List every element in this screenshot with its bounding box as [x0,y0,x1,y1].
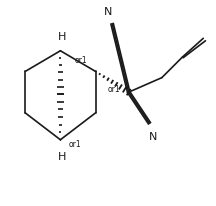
Text: N: N [149,131,158,141]
Text: or1: or1 [69,140,81,149]
Text: or1: or1 [75,55,87,64]
Text: H: H [58,32,67,42]
Text: or1: or1 [108,84,121,93]
Text: H: H [58,152,67,162]
Text: N: N [104,7,112,17]
